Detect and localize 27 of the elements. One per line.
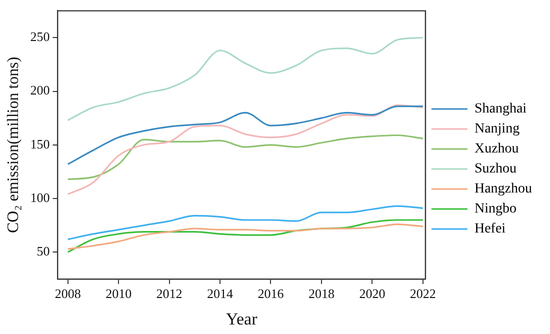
y-tick-label: 200	[30, 82, 50, 98]
line-series	[67, 205, 424, 240]
x-tick-label: 2020	[359, 286, 386, 302]
y-axis-title: CO₂ emission(million tons)	[4, 56, 22, 234]
x-axis-title: Year	[226, 309, 258, 328]
x-tick-label: 2008	[54, 286, 81, 302]
legend-label: Hangzhou	[474, 182, 532, 197]
x-tick-label: 2016	[258, 286, 284, 302]
y-tick-label: 150	[30, 136, 50, 152]
x-tick-label: 2022	[410, 286, 436, 302]
x-tick-label: 2010	[106, 286, 132, 302]
y-tick-label: 250	[30, 29, 50, 44]
line-series	[67, 36, 424, 122]
x-tick-label: 2018	[308, 286, 334, 302]
legend-label: Nanjing	[474, 122, 520, 137]
legend-label: Suzhou	[474, 162, 516, 177]
x-tick-label: 2012	[156, 286, 182, 302]
line-series	[67, 104, 424, 196]
line-series	[67, 134, 424, 180]
x-tick-label: 2014	[207, 286, 234, 302]
legend-label: Shanghai	[474, 102, 527, 117]
legend-label: Ningbo	[474, 202, 516, 217]
legend-label: Xuzhou	[474, 142, 519, 157]
y-tick-label: 50	[36, 244, 50, 259]
line-series	[67, 105, 424, 166]
y-tick-label: 100	[30, 190, 50, 205]
legend-label: Hefei	[474, 222, 506, 237]
